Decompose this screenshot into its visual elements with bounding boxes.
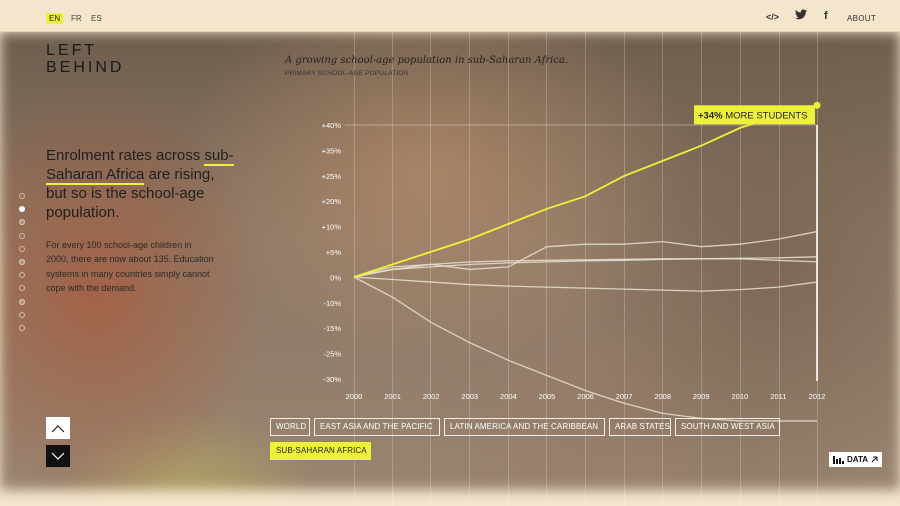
y-tick-label: +5% xyxy=(326,248,342,257)
filter-button[interactable]: SOUTH AND WEST ASIA xyxy=(675,418,780,436)
grid-line xyxy=(469,0,470,506)
logo-line-1: LEFT xyxy=(46,42,98,59)
x-tick-label: 2007 xyxy=(616,392,633,401)
y-tick-label: -25% xyxy=(323,350,341,359)
facebook-icon[interactable]: f xyxy=(824,10,828,22)
series-line xyxy=(353,276,817,422)
series-line xyxy=(353,104,818,278)
x-tick-label: 2005 xyxy=(539,392,556,401)
x-tick-label: 2012 xyxy=(809,392,826,401)
grid-line xyxy=(701,0,702,506)
annotation-label: +34% MORE STUDENTS xyxy=(698,110,808,121)
logo-line-2: BEHIND xyxy=(46,59,125,76)
grid-line xyxy=(354,0,355,506)
x-tick-label: 2010 xyxy=(731,392,748,401)
progress-dot[interactable] xyxy=(19,272,25,279)
story-headline: Enrolment rates across sub-Saharan Afric… xyxy=(46,146,236,222)
grid-line xyxy=(779,0,780,506)
filter-button[interactable]: WORLD xyxy=(270,418,310,436)
progress-dot[interactable] xyxy=(19,232,25,239)
x-tick-label: 2003 xyxy=(461,392,478,401)
progress-dot[interactable] xyxy=(19,219,25,226)
bar-chart-icon xyxy=(833,456,844,464)
headline-post: are rising, but so is the school-age pop… xyxy=(46,166,215,221)
grid-line xyxy=(662,0,663,506)
logo[interactable]: LEFT BEHIND xyxy=(46,42,124,76)
progress-dot[interactable] xyxy=(19,285,25,292)
x-tick-label: 2000 xyxy=(346,392,363,401)
x-tick-label: 2002 xyxy=(423,392,440,401)
x-tick-label: 2009 xyxy=(693,392,710,401)
x-tick-label: 2006 xyxy=(577,392,594,401)
filter-button[interactable]: ARAB STATES xyxy=(609,418,671,436)
grid-line xyxy=(430,0,431,506)
twitter-icon[interactable] xyxy=(795,9,807,23)
chart-subtitle: PRIMARY SCHOOL-AGE POPULATION xyxy=(285,70,409,77)
previous-button[interactable] xyxy=(46,417,70,439)
data-button[interactable]: DATA xyxy=(829,452,883,467)
annotation-box xyxy=(694,105,815,125)
y-tick-label: +10% xyxy=(322,223,342,232)
next-button[interactable] xyxy=(46,445,70,467)
progress-dot[interactable] xyxy=(19,298,25,305)
about-link[interactable]: ABOUT xyxy=(847,14,877,23)
lang-fr[interactable]: FR xyxy=(71,14,82,23)
filter-button[interactable]: SUB-SAHARAN AFRICA xyxy=(270,442,371,460)
y-tick-label: -30% xyxy=(323,375,341,384)
embed-code-icon[interactable]: </> xyxy=(766,12,780,22)
grid-line xyxy=(740,0,741,506)
y-tick-label: -15% xyxy=(323,324,341,333)
annotation-point xyxy=(813,101,821,109)
headline-pre: Enrolment rates across xyxy=(46,147,205,164)
top-bar: EN FR ES </> f ABOUT xyxy=(0,0,900,32)
chevron-down-icon xyxy=(51,452,65,460)
filter-button[interactable]: LATIN AMERICA AND THE CARIBBEAN xyxy=(444,418,605,436)
series-line xyxy=(353,258,818,278)
y-tick-label: +40% xyxy=(322,121,342,130)
grid-line xyxy=(392,0,393,506)
y-tick-label: +25% xyxy=(322,172,342,181)
lang-en[interactable]: EN xyxy=(46,13,64,24)
x-tick-label: 2004 xyxy=(500,392,517,401)
chevron-up-icon xyxy=(51,424,65,432)
y-tick-label: +20% xyxy=(322,197,342,206)
progress-dot[interactable] xyxy=(19,206,25,213)
story-body: For every 100 school-age children in 200… xyxy=(46,240,214,293)
progress-dot[interactable] xyxy=(19,193,25,199)
progress-dot[interactable] xyxy=(19,259,25,265)
x-tick-label: 2008 xyxy=(654,392,671,401)
progress-dot[interactable] xyxy=(19,311,25,318)
x-tick-label: 2001 xyxy=(384,392,401,401)
data-button-label: DATA xyxy=(847,455,869,464)
headline-highlight: sub-Saharan Africa xyxy=(46,147,234,185)
progress-dot[interactable] xyxy=(19,325,25,331)
filter-button[interactable]: EAST ASIA AND THE PACIFIC xyxy=(314,418,440,436)
series-line xyxy=(353,276,818,292)
x-tick-label: 2011 xyxy=(770,392,786,401)
lang-es[interactable]: ES xyxy=(91,14,102,23)
chart-title: A growing school-age population in sub-S… xyxy=(285,55,569,66)
grid-line xyxy=(624,0,625,506)
grid-line xyxy=(585,0,586,506)
y-tick-label: +35% xyxy=(322,146,342,155)
external-arrow-icon xyxy=(871,456,878,463)
y-tick-label: -10% xyxy=(323,299,341,308)
grid-line xyxy=(508,0,509,506)
grid-line xyxy=(546,0,547,506)
y-tick-label: 0% xyxy=(330,273,341,282)
progress-dot[interactable] xyxy=(19,245,25,252)
